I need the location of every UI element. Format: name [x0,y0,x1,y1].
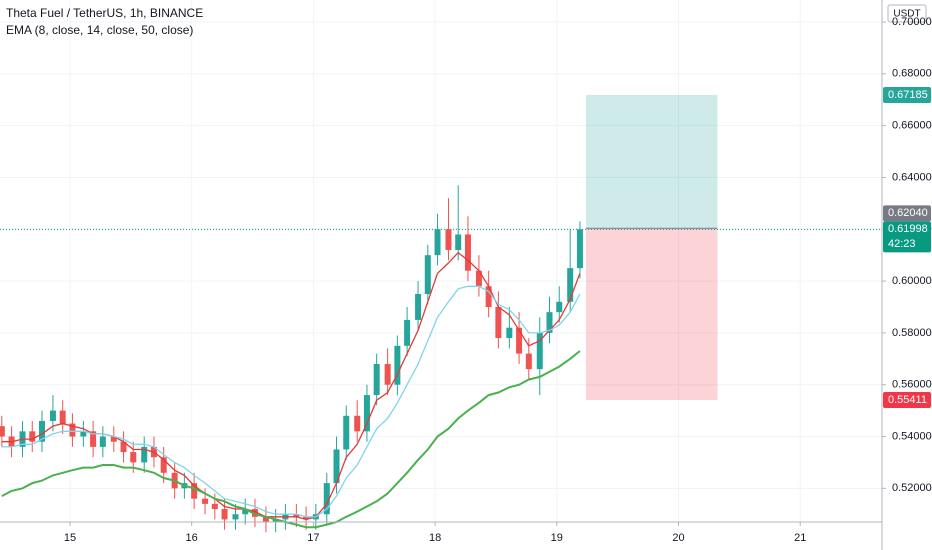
y-tick-label: 0.66000 [892,120,932,132]
y-tick-label: 0.64000 [892,171,932,183]
candle-body [516,327,523,354]
candle-body [303,516,310,520]
candle-body [49,410,56,421]
candle-body [384,363,391,385]
candle-body [363,395,370,432]
candle-body [506,327,513,339]
x-tick-label: 16 [186,532,198,544]
candle-body [59,410,66,424]
chart-title: Theta Fuel / TetherUS, 1h, BINANCE [6,6,203,20]
candle-body [424,255,431,295]
countdown: 42:23 [888,238,916,250]
candle-body [29,431,36,442]
candle-body [130,452,137,463]
candle-body [221,509,228,520]
unit-label[interactable]: USDT [893,9,920,20]
stop-tag: 0.55411 [888,394,927,406]
target-tag: 0.67185 [888,89,928,101]
profit-zone [586,94,718,229]
candle-body [38,420,45,442]
candle-body [404,319,411,346]
candle-body [242,509,249,515]
candle-body [475,270,482,287]
y-tick-label: 0.56000 [892,379,932,391]
candle-body [333,449,340,484]
candle-body [211,503,218,510]
x-tick-label: 20 [672,532,684,544]
candle-body [191,483,198,499]
candle-body [0,426,5,437]
y-tick-label: 0.68000 [892,68,932,80]
candle-body [445,229,452,250]
candle-body [80,431,87,437]
candle-body [394,345,401,385]
stop-tag-bg [883,391,931,408]
candle-body [343,415,350,450]
entry-tag-bg [883,205,931,222]
candle-body [110,436,117,442]
candle-body [455,234,462,250]
unit-box[interactable] [887,4,927,23]
y-tick-label: 0.58000 [892,327,932,339]
y-tick-label: 0.54000 [892,430,932,442]
x-tick-label: 15 [64,532,76,544]
ema-line [1,350,581,529]
candle-body [546,312,553,333]
x-tick-label: 18 [429,532,441,544]
candle-body [464,234,471,271]
candle-body [99,436,106,447]
x-tick-label: 19 [551,532,563,544]
ema-line [1,285,581,518]
candle-body [415,294,422,320]
candle-body [272,519,279,522]
candle-body [556,301,563,313]
y-tick-label: 0.52000 [892,482,932,494]
x-tick-label: 17 [307,532,319,544]
candle-body [373,363,380,396]
candle-body [160,457,167,473]
candle-body [576,229,583,269]
y-tick-label: 0.70000 [892,16,932,28]
indicator-legend: EMA (8, close, 14, close, 50, close) [6,23,193,37]
candle-body [434,229,441,256]
y-tick-label: 0.60000 [892,275,932,287]
current-tag: 0.61998 [888,223,928,235]
candle-body [232,514,239,520]
candle-body [90,431,97,447]
target-tag-bg [883,86,931,103]
candle-body [251,509,258,517]
candle-body [354,415,361,432]
entry-tag: 0.62040 [888,207,928,219]
current-tag-bg [883,221,931,253]
candle-body [69,423,76,437]
candle-body [293,514,300,517]
x-tick-label: 21 [794,532,806,544]
loss-zone [586,228,718,400]
candle-body [202,498,209,504]
candle-body [262,516,269,522]
candle-body [567,268,574,302]
candle-body [495,306,502,339]
candle-body [536,332,543,370]
candle-body [485,286,492,307]
candle-body [120,441,127,453]
candle-body [323,483,330,515]
candle-body [141,446,148,463]
candle-body [525,353,532,370]
